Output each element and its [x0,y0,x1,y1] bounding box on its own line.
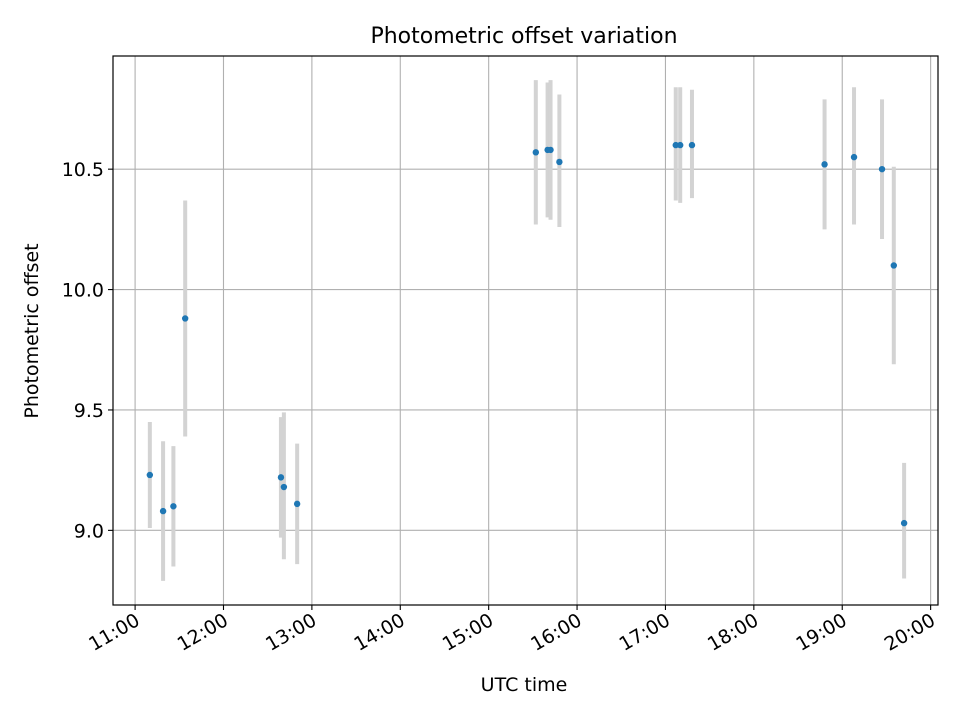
plot-frame [112,55,939,606]
data-points [146,141,908,527]
data-point [159,507,167,515]
y-tick-label: 9.5 [74,400,104,422]
y-tick: 10.5 [62,159,113,181]
y-tick: 9.0 [74,520,113,542]
data-point [293,500,301,508]
data-point [170,503,177,510]
data-point [556,158,563,166]
data-point [280,483,288,491]
data-point [181,315,189,322]
data-point [672,141,679,149]
data-point [676,141,684,149]
data-point [821,161,828,168]
y-axis-label: Photometric offset [21,243,43,418]
y-tick-label: 10.5 [62,159,104,181]
y-tick-label: 10.0 [62,280,104,302]
data-point [547,146,554,154]
data-point [532,149,540,156]
y-tick: 9.5 [74,400,113,422]
data-point [900,519,908,527]
data-point [850,153,858,161]
y-axis: 9.0 9.5 10.0 10.5 [62,159,113,542]
data-point [146,471,154,479]
x-axis-label: UTC time [481,674,568,696]
data-point [688,141,696,149]
y-tick-label: 9.0 [74,520,104,542]
chart-title: Photometric offset variation [370,24,677,49]
data-point [277,474,285,481]
data-point [878,165,886,173]
data-point [890,262,898,269]
y-tick: 10.0 [62,280,113,302]
grid-lines [113,56,938,605]
